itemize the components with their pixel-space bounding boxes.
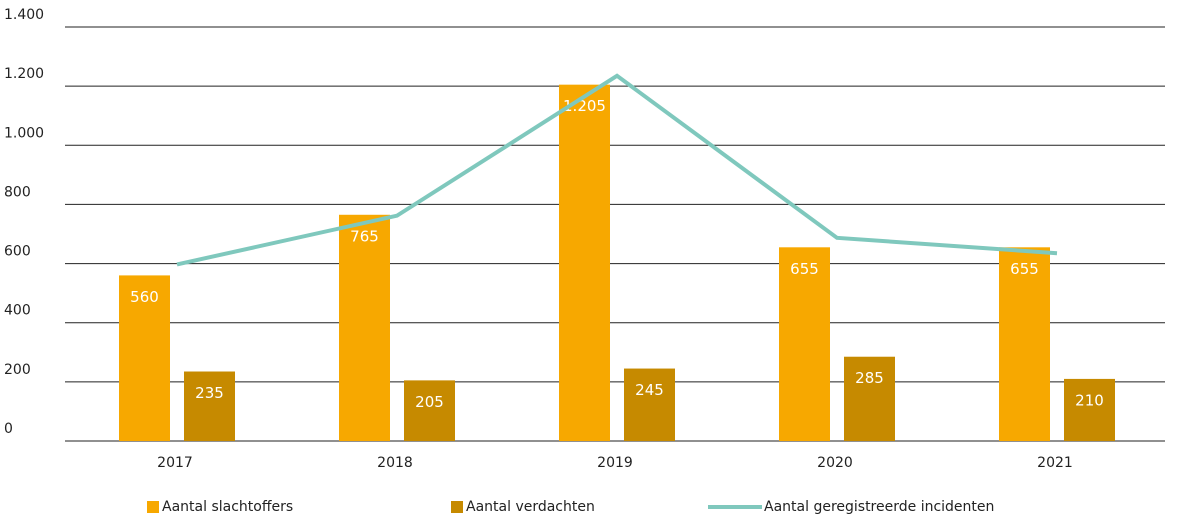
legend-label: Aantal geregistreerde incidenten bbox=[764, 499, 994, 515]
x-tick-label: 2018 bbox=[377, 455, 413, 471]
y-tick-label: 0 bbox=[4, 421, 13, 437]
value-label: 205 bbox=[415, 393, 444, 411]
legend-label: Aantal slachtoffers bbox=[162, 499, 293, 515]
y-tick-label: 600 bbox=[4, 244, 31, 260]
value-label: 235 bbox=[195, 384, 224, 402]
bar bbox=[184, 371, 235, 441]
y-tick-label: 200 bbox=[4, 362, 31, 378]
value-label: 245 bbox=[635, 381, 664, 399]
bar bbox=[1064, 378, 1115, 441]
y-tick-label: 400 bbox=[4, 303, 31, 319]
value-label: 210 bbox=[1075, 391, 1104, 409]
y-tick-label: 1.000 bbox=[4, 125, 44, 141]
bar bbox=[999, 247, 1050, 441]
bar bbox=[779, 247, 830, 441]
x-tick-label: 2020 bbox=[817, 455, 853, 471]
legend-label: Aantal verdachten bbox=[466, 499, 595, 515]
value-label: 560 bbox=[130, 288, 159, 306]
y-tick-label: 800 bbox=[4, 184, 31, 200]
value-label: 285 bbox=[855, 369, 884, 387]
value-label: 765 bbox=[350, 227, 379, 245]
bar bbox=[624, 368, 675, 441]
bar bbox=[404, 380, 455, 441]
value-label: 655 bbox=[1010, 260, 1039, 278]
y-tick-label: 1.200 bbox=[4, 66, 44, 82]
bar bbox=[339, 214, 390, 441]
bar bbox=[559, 84, 610, 442]
line bbox=[176, 73, 1058, 267]
x-tick-label: 2019 bbox=[597, 455, 633, 471]
x-tick-label: 2021 bbox=[1037, 455, 1073, 471]
legend-swatch bbox=[147, 501, 159, 513]
bar bbox=[119, 275, 170, 441]
value-label: 655 bbox=[790, 260, 819, 278]
x-tick-label: 2017 bbox=[157, 455, 193, 471]
bar bbox=[844, 356, 895, 441]
legend-swatch bbox=[451, 501, 463, 513]
y-tick-label: 1.400 bbox=[4, 7, 44, 23]
